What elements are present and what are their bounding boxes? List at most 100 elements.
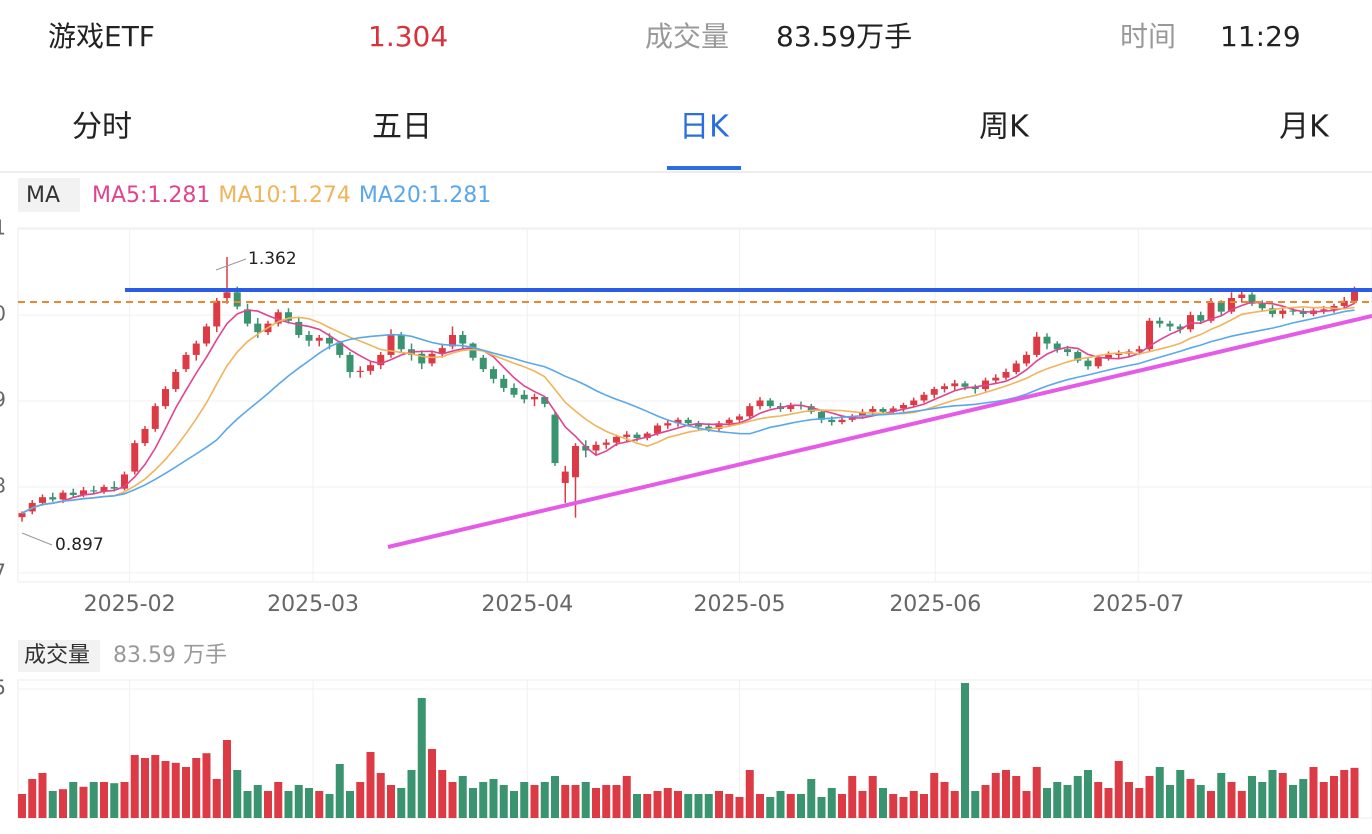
volume-bar <box>940 782 949 818</box>
volume-bar <box>1022 791 1031 818</box>
fund-name: 游戏ETF <box>48 20 155 53</box>
tab[interactable]: 日K <box>679 110 730 145</box>
volume-bar <box>510 791 518 818</box>
volume-bar <box>1176 770 1185 818</box>
volume-bar <box>899 797 908 818</box>
ma-line <box>21 309 1355 514</box>
candle-body <box>787 405 795 409</box>
candle-body <box>766 400 774 407</box>
candle-body <box>592 444 600 451</box>
tab[interactable]: 周K <box>979 110 1030 145</box>
candle-body <box>182 354 190 370</box>
volume-bar <box>1227 782 1236 818</box>
volume-bar <box>1166 785 1174 818</box>
volume-bar <box>1043 788 1051 818</box>
volume-bar <box>592 788 600 818</box>
candle-body <box>367 365 374 371</box>
ma-line <box>21 306 1355 514</box>
candle-body <box>1258 303 1266 309</box>
y-tick-label: 0.958 <box>0 473 6 497</box>
candle-body <box>582 445 590 451</box>
volume-bar <box>797 794 805 818</box>
volume-bar <box>18 794 26 818</box>
candle-body <box>838 419 846 423</box>
candle-body <box>1217 302 1225 312</box>
candle-body <box>223 292 231 299</box>
volume-bar <box>817 797 826 818</box>
candle-body <box>1115 353 1123 355</box>
candle-body <box>162 389 169 407</box>
volume-bar <box>725 794 734 818</box>
candle-body <box>459 334 467 344</box>
candle-body <box>397 334 405 350</box>
vol-value: 83.59 万手 <box>113 643 227 668</box>
candle-body <box>725 419 733 424</box>
ma-legend-item: MA5:1.281 <box>92 183 210 208</box>
volume-bar <box>448 782 457 818</box>
candle-body <box>244 309 251 324</box>
tab[interactable]: 月K <box>1279 110 1330 145</box>
candle-body <box>1269 308 1276 314</box>
volume-bar <box>1278 773 1287 818</box>
candle-body <box>551 414 559 464</box>
volume-bar <box>1309 767 1318 818</box>
volume-bar <box>59 789 67 818</box>
x-tick-label: 2025-05 <box>694 592 786 617</box>
volume-bar <box>848 776 857 818</box>
volume-bar <box>971 791 980 818</box>
volume-bar <box>807 779 816 818</box>
volume-bar <box>1268 770 1277 818</box>
volume-bar <box>192 758 201 818</box>
volume-bar <box>438 770 447 818</box>
candle-body <box>1043 336 1051 344</box>
candle-body <box>192 343 200 355</box>
candle-body <box>469 343 477 358</box>
candle-body <box>346 354 354 372</box>
volume-bar <box>417 698 426 818</box>
candle-body <box>859 411 866 417</box>
candle-body <box>695 423 702 427</box>
volume-bar <box>1217 773 1226 818</box>
volume-bar <box>612 785 621 818</box>
volume-bar <box>89 782 98 818</box>
volume-bar <box>694 794 703 818</box>
volume-bar <box>879 788 887 818</box>
candle-body <box>930 389 938 395</box>
candle-body <box>39 497 46 503</box>
volume-bar <box>469 788 477 818</box>
candle-body <box>1340 300 1348 306</box>
candle-body <box>387 334 395 355</box>
candle-body <box>59 492 67 500</box>
candle-body <box>910 400 918 405</box>
candle-body <box>131 443 139 472</box>
volume-bar <box>212 779 221 818</box>
candle-body <box>1279 310 1287 314</box>
candle-body <box>141 428 149 444</box>
candle-body <box>746 406 754 417</box>
volume-bar <box>1053 782 1062 818</box>
candle-body <box>1166 323 1174 327</box>
price-frame <box>17 227 1372 583</box>
volume-bar <box>1207 791 1215 818</box>
tab[interactable]: 分时 <box>72 110 132 145</box>
volume-bar <box>776 791 785 818</box>
candle-body <box>1248 294 1256 304</box>
volume-bar <box>346 791 354 818</box>
volume-bar <box>838 794 846 818</box>
volume-bar <box>366 752 375 818</box>
candle-body <box>684 419 692 424</box>
volume-bar <box>1237 791 1246 818</box>
volume-bar <box>387 785 395 818</box>
tab[interactable]: 五日 <box>372 110 432 145</box>
candle-body <box>326 337 333 344</box>
candle-body <box>951 383 959 387</box>
candle-body <box>233 292 241 307</box>
volume-bar <box>141 758 149 818</box>
candle-body <box>1105 354 1112 358</box>
vol-title: 成交量 <box>24 643 90 668</box>
candle-body <box>80 490 87 495</box>
low-annotation: 0.897 <box>55 535 104 555</box>
candle-body <box>643 433 651 439</box>
volume-bar <box>1125 782 1133 818</box>
volume-bar <box>1196 785 1205 818</box>
